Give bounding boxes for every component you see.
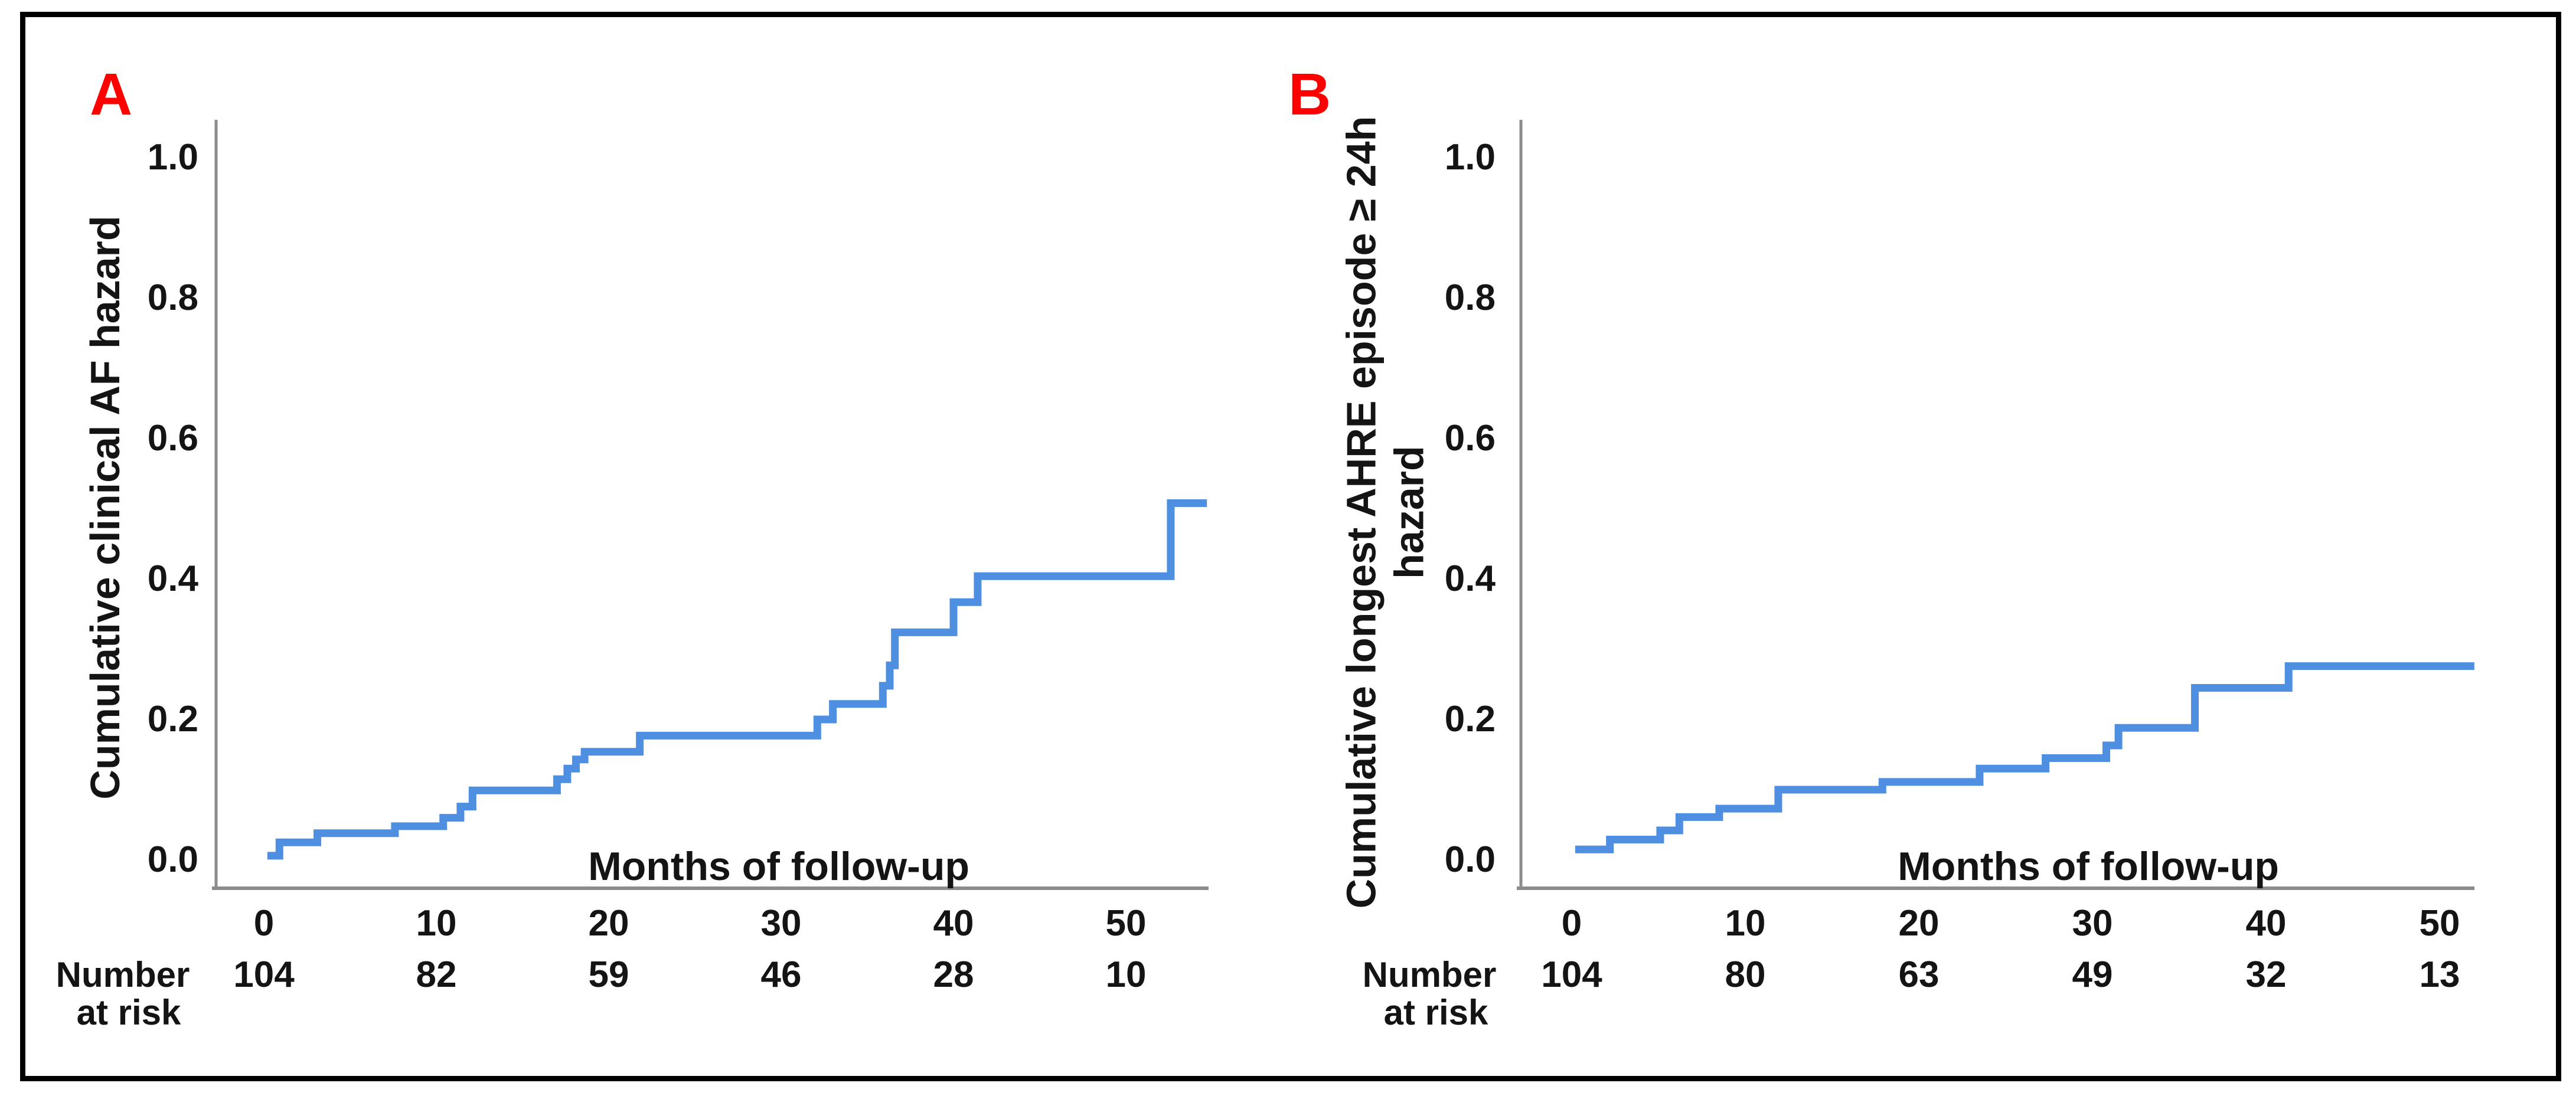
x-tick-label-a: 30 <box>760 903 802 944</box>
number-at-risk-value-a: 82 <box>416 954 457 995</box>
y-tick-label-a: 0.2 <box>147 699 198 740</box>
x-tick-label-b: 20 <box>1898 903 1940 944</box>
y-tick-label-b: 0.8 <box>1444 277 1496 318</box>
hazard-curve-a <box>267 499 1207 860</box>
number-at-risk-label-a: Number <box>55 955 190 994</box>
y-axis-title-line-b: Cumulative longest AHRE episode ≥ 24h <box>1338 116 1385 909</box>
x-tick-label-a: 50 <box>1105 903 1147 944</box>
y-tick-label-b: 0.4 <box>1444 558 1496 599</box>
y-tick-label-b: 1.0 <box>1444 137 1496 178</box>
y-axis-title-a: Cumulative clinical AF hazard <box>81 215 129 799</box>
y-tick-label-b: 0.6 <box>1444 418 1496 459</box>
number-at-risk-value-a: 104 <box>233 954 295 995</box>
hazard-curve-b <box>1575 662 2474 853</box>
x-tick-label-a: 20 <box>588 903 629 944</box>
number-at-risk-value-b: 104 <box>1541 954 1602 995</box>
x-tick-label-b: 10 <box>1725 903 1766 944</box>
number-at-risk-value-b: 32 <box>2245 954 2287 995</box>
number-at-risk-value-a: 10 <box>1105 954 1147 995</box>
y-tick-label-b: 0.0 <box>1444 839 1496 880</box>
number-at-risk-value-a: 59 <box>588 954 629 995</box>
x-axis-title-b: Months of follow-up <box>1898 844 2279 889</box>
x-axis-title-a: Months of follow-up <box>588 844 969 889</box>
number-at-risk-value-b: 80 <box>1725 954 1766 995</box>
x-tick-label-b: 40 <box>2245 903 2287 944</box>
y-axis-title-line-a: Cumulative clinical AF hazard <box>81 215 128 800</box>
x-tick-label-b: 50 <box>2419 903 2460 944</box>
x-tick-label-a: 10 <box>416 903 457 944</box>
y-tick-label-a: 0.0 <box>147 839 198 880</box>
figure-border <box>20 12 2561 1081</box>
x-tick-label-b: 30 <box>2072 903 2113 944</box>
panel-b-letter: B <box>1288 61 1331 127</box>
number-at-risk-value-b: 63 <box>1898 954 1940 995</box>
x-tick-label-a: 0 <box>253 903 275 944</box>
x-tick-label-b: 0 <box>1561 903 1582 944</box>
number-at-risk-label-a: at risk <box>76 993 181 1032</box>
x-tick-label-a: 40 <box>933 903 974 944</box>
number-at-risk-value-a: 28 <box>933 954 974 995</box>
number-at-risk-value-a: 46 <box>760 954 802 995</box>
y-tick-label-a: 0.8 <box>147 277 198 318</box>
number-at-risk-label-b: Number <box>1362 955 1497 994</box>
y-axis-title-line-b: hazard <box>1386 446 1432 579</box>
y-axis-title-b: Cumulative longest AHRE episode ≥ 24h haz… <box>1338 116 1433 909</box>
number-at-risk-value-b: 13 <box>2419 954 2460 995</box>
y-tick-label-a: 0.6 <box>147 418 198 459</box>
number-at-risk-value-b: 49 <box>2072 954 2113 995</box>
panel-a-letter: A <box>90 61 133 127</box>
y-tick-label-b: 0.2 <box>1444 699 1496 740</box>
y-tick-label-a: 0.4 <box>147 558 198 599</box>
y-tick-label-a: 1.0 <box>147 137 198 178</box>
number-at-risk-label-b: at risk <box>1383 993 1488 1032</box>
